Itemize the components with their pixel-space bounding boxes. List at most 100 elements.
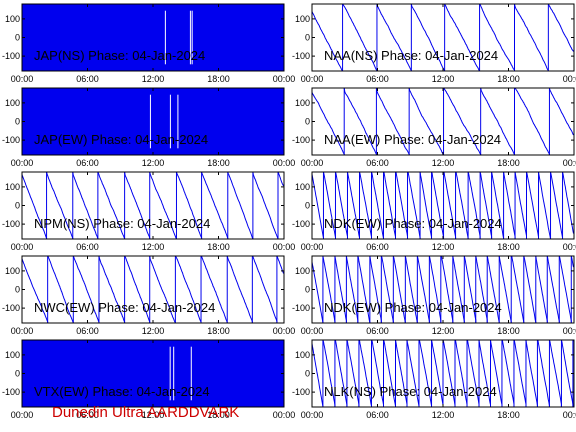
y-tick-label: -100 [2, 303, 20, 313]
trace-group [312, 172, 574, 239]
x-tick-label: 12:00 [142, 74, 165, 84]
chart-panel-6: 100 0 -100 00:00 06:00 12:00 18:00 00:00 NWC(EW)… [2, 255, 296, 336]
x-tick-label: 00:00 [301, 74, 324, 84]
x-tick-label: 18:00 [207, 242, 230, 252]
y-tick-label: 0 [305, 201, 310, 211]
x-tick-label: 18:00 [497, 158, 520, 168]
chart-title: NAA(NS) Phase: 04-Jan-2024 [324, 48, 498, 63]
x-tick-label: 06:00 [76, 410, 99, 420]
x-tick-label: 06:00 [366, 326, 389, 336]
x-tick-label: 06:00 [366, 74, 389, 84]
x-tick-label: 00:00 [11, 326, 34, 336]
x-tick-label: 06:00 [76, 74, 99, 84]
footer-label: Dunedin Ultra AARDDVARK [52, 404, 240, 421]
x-tick-label: 00:00 [11, 158, 34, 168]
trace-group [22, 88, 284, 155]
y-tick-label: 100 [5, 14, 20, 24]
y-tick-label: 0 [305, 33, 310, 43]
x-tick-label: 18:00 [207, 410, 230, 420]
x-tick-label: 12:00 [142, 158, 165, 168]
trace-group [312, 256, 574, 323]
x-tick-label: 00:00 [301, 410, 324, 420]
y-tick-label: 0 [305, 369, 310, 379]
x-tick-label: 18:00 [497, 74, 520, 84]
chart-panel-1: 100 0 -100 00:00 06:00 12:00 18:00 00:00 NAA(NS)… [292, 3, 576, 84]
chart-title: VTX(EW) Phase: 04-Jan-2024 [34, 384, 210, 399]
chart-panel-8: 100 0 -100 00:00 06:00 12:00 18:00 00:00 VTX(EW)… [2, 339, 295, 420]
y-tick-label: -100 [292, 51, 310, 61]
chart-title: NLK(NS) Phase: 04-Jan-2024 [324, 384, 497, 399]
x-tick-label: 18:00 [497, 326, 520, 336]
y-tick-label: -100 [2, 219, 20, 229]
chart-panel-2: 100 0 -100 00:00 06:00 12:00 18:00 00:00 JAP(EW)… [2, 87, 296, 168]
x-tick-label: 00:00 [563, 410, 576, 420]
phase-trace [22, 256, 284, 323]
chart-panel-4: 100 0 -100 00:00 06:00 12:00 18:00 00:00 NPM(NS)… [2, 171, 296, 252]
y-tick-label: 100 [295, 98, 310, 108]
y-tick-label: 0 [15, 369, 20, 379]
y-tick-label: 0 [15, 33, 20, 43]
trace-group [312, 340, 574, 407]
y-tick-label: -100 [292, 135, 310, 145]
chart-title: NDK(EW) Phase: 04-Jan-2024 [324, 300, 502, 315]
phase-trace [312, 256, 574, 323]
x-tick-label: 12:00 [142, 410, 165, 420]
x-tick-label: 18:00 [497, 410, 520, 420]
x-tick-label: 00:00 [301, 242, 324, 252]
x-tick-label: 06:00 [366, 242, 389, 252]
x-tick-label: 00:00 [273, 326, 296, 336]
x-tick-label: 00:00 [301, 326, 324, 336]
phase-trace [312, 4, 574, 71]
x-tick-label: 00:00 [273, 74, 296, 84]
y-tick-label: -100 [292, 303, 310, 313]
x-tick-label: 18:00 [207, 158, 230, 168]
y-tick-label: 100 [295, 182, 310, 192]
x-tick-label: 00:00 [273, 242, 296, 252]
chart-title: NWC(EW) Phase: 04-Jan-2024 [34, 300, 215, 315]
y-tick-label: 100 [5, 98, 20, 108]
x-tick-label: 12:00 [432, 410, 455, 420]
y-tick-label: 0 [15, 285, 20, 295]
x-tick-label: 00:00 [273, 158, 296, 168]
y-tick-label: 100 [295, 14, 310, 24]
y-tick-label: 100 [5, 266, 20, 276]
chart-panel-5: 100 0 -100 00:00 06:00 12:00 18:00 00:00 NDK(EW)… [292, 171, 576, 252]
x-tick-label: 12:00 [432, 242, 455, 252]
chart-title: NPM(NS) Phase: 04-Jan-2024 [34, 216, 210, 231]
phase-trace [312, 88, 574, 155]
chart-panel-0: 100 0 -100 00:00 06:00 12:00 18:00 00:00 JAP(NS)… [2, 3, 296, 84]
y-tick-label: -100 [2, 135, 20, 145]
phase-trace [312, 172, 574, 239]
x-tick-label: 06:00 [366, 410, 389, 420]
phase-trace-fill [22, 4, 284, 71]
trace-group [22, 340, 284, 407]
chart-panel-7: 100 0 -100 00:00 06:00 12:00 18:00 00:00 NDK(EW)… [292, 255, 576, 336]
x-tick-label: 18:00 [207, 326, 230, 336]
x-tick-label: 12:00 [142, 326, 165, 336]
x-tick-label: 00:00 [11, 410, 34, 420]
chart-title: JAP(EW) Phase: 04-Jan-2024 [34, 132, 208, 147]
phase-trace-fill [22, 340, 284, 407]
x-tick-label: 00:00 [563, 158, 576, 168]
x-tick-label: 12:00 [142, 242, 165, 252]
trace-group [312, 4, 574, 71]
x-tick-label: 12:00 [432, 158, 455, 168]
y-tick-label: 100 [5, 182, 20, 192]
trace-group [22, 256, 284, 323]
x-tick-label: 00:00 [301, 158, 324, 168]
y-tick-label: 100 [295, 266, 310, 276]
x-tick-label: 00:00 [11, 242, 34, 252]
phase-trace-fill [22, 88, 284, 155]
x-tick-label: 06:00 [76, 242, 99, 252]
chart-title: JAP(NS) Phase: 04-Jan-2024 [34, 48, 205, 63]
x-tick-label: 06:00 [76, 326, 99, 336]
x-tick-label: 06:00 [366, 158, 389, 168]
x-tick-label: 00:00 [563, 74, 576, 84]
x-tick-label: 18:00 [207, 74, 230, 84]
y-tick-label: -100 [292, 219, 310, 229]
chart-panel-3: 100 0 -100 00:00 06:00 12:00 18:00 00:00 NAA(EW)… [292, 87, 576, 168]
phase-trace [22, 172, 284, 239]
trace-group [312, 88, 574, 155]
y-tick-label: 0 [305, 117, 310, 127]
